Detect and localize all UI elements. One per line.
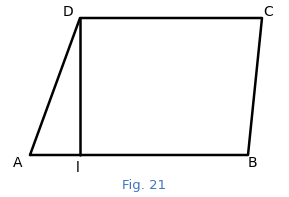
Text: l: l xyxy=(76,161,80,175)
Text: C: C xyxy=(263,5,273,19)
Text: Fig. 21: Fig. 21 xyxy=(122,178,166,191)
Text: A: A xyxy=(13,156,23,170)
Text: B: B xyxy=(247,156,257,170)
Text: D: D xyxy=(63,5,73,19)
